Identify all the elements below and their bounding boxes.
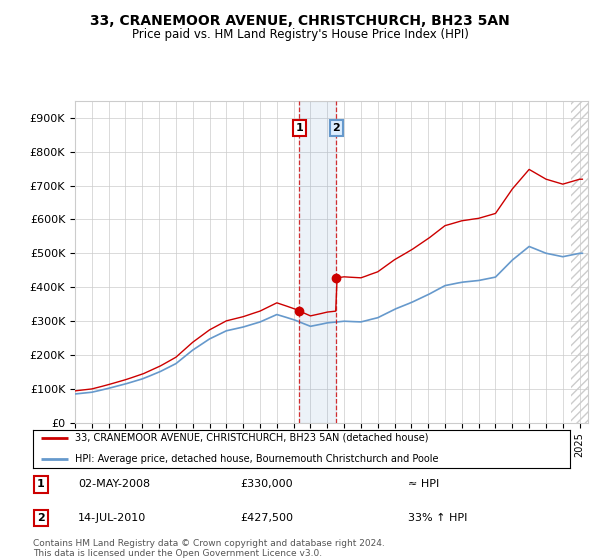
Text: HPI: Average price, detached house, Bournemouth Christchurch and Poole: HPI: Average price, detached house, Bour… [75, 454, 439, 464]
Text: 1: 1 [295, 123, 303, 133]
Text: Contains HM Land Registry data © Crown copyright and database right 2024.
This d: Contains HM Land Registry data © Crown c… [33, 539, 385, 558]
Text: 2: 2 [332, 123, 340, 133]
Text: ≈ HPI: ≈ HPI [408, 479, 439, 489]
Text: 33, CRANEMOOR AVENUE, CHRISTCHURCH, BH23 5AN (detached house): 33, CRANEMOOR AVENUE, CHRISTCHURCH, BH23… [75, 433, 428, 443]
Text: 33, CRANEMOOR AVENUE, CHRISTCHURCH, BH23 5AN: 33, CRANEMOOR AVENUE, CHRISTCHURCH, BH23… [90, 14, 510, 28]
Text: 02-MAY-2008: 02-MAY-2008 [78, 479, 150, 489]
Text: Price paid vs. HM Land Registry's House Price Index (HPI): Price paid vs. HM Land Registry's House … [131, 28, 469, 41]
Text: 2: 2 [37, 513, 44, 523]
Bar [299, 101, 337, 423]
Text: £427,500: £427,500 [240, 513, 293, 523]
Bar [571, 101, 588, 423]
Bar [571, 101, 588, 423]
Text: 33% ↑ HPI: 33% ↑ HPI [408, 513, 467, 523]
Text: £330,000: £330,000 [240, 479, 293, 489]
Text: 14-JUL-2010: 14-JUL-2010 [78, 513, 146, 523]
Text: 1: 1 [37, 479, 44, 489]
